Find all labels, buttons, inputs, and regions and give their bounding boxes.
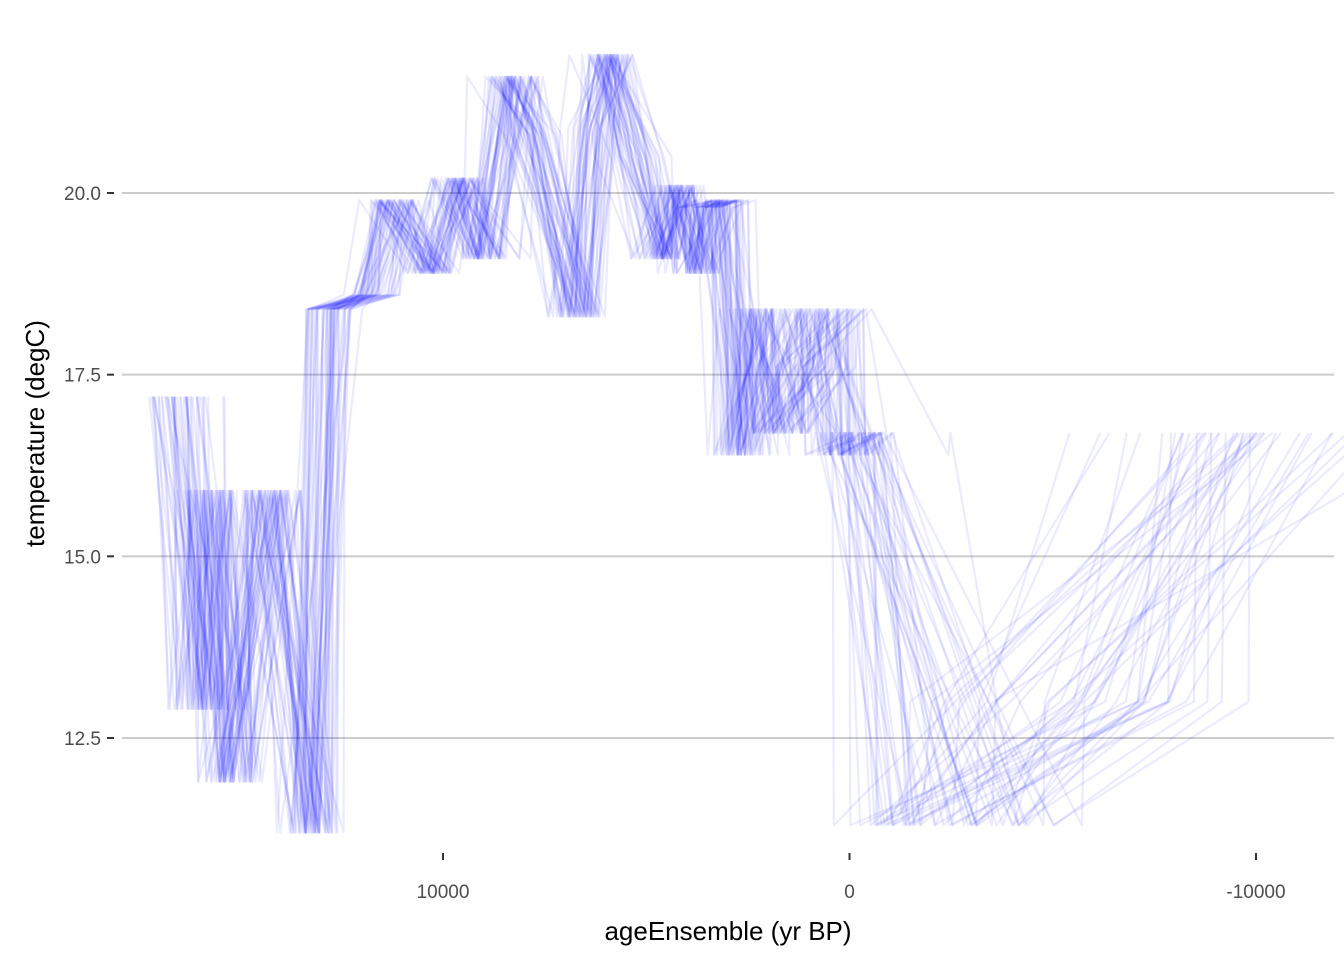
ensemble-series-line	[165, 53, 1213, 834]
x-axis-title: ageEnsemble (yr BP)	[604, 916, 851, 946]
x-tick-label: -10000	[1226, 882, 1285, 903]
ensemble-series-line	[166, 53, 1221, 834]
ensemble-series-line	[179, 53, 1344, 834]
ensemble-series-line	[151, 53, 1177, 834]
ensemble-lines	[148, 53, 1344, 834]
ensemble-series-line	[170, 53, 1128, 834]
ensemble-series-line	[173, 53, 1246, 834]
ensemble-series-line	[202, 53, 1235, 834]
ensemble-series-line	[161, 53, 1254, 834]
ensemble-series-line	[223, 53, 1239, 834]
ensemble-series-line	[170, 53, 1335, 834]
ensemble-series-line	[186, 53, 1344, 834]
ensemble-series-line	[164, 53, 1221, 834]
ensemble-series-line	[173, 53, 1344, 834]
ensemble-series-line	[172, 53, 1204, 834]
ensemble-series-line	[170, 53, 1266, 834]
ensemble-series-line	[167, 53, 1310, 834]
y-axis-title: temperature (degC)	[20, 320, 50, 547]
ensemble-series-line	[178, 53, 1258, 834]
ensemble-series-line	[222, 53, 1251, 834]
ensemble-series-line	[182, 53, 1245, 834]
ensemble-series-line	[184, 53, 1274, 834]
ensemble-series-line	[153, 53, 1334, 834]
ensemble-series-line	[197, 53, 1249, 834]
ensemble-series-line	[160, 53, 1263, 834]
ensemble-series-line	[199, 53, 1301, 834]
ensemble-series-line	[184, 53, 1277, 834]
y-tick-label: 17.5	[64, 366, 101, 387]
ensemble-series-line	[172, 53, 1208, 834]
ensemble-series-line	[153, 53, 1184, 834]
ensemble-series-line	[196, 53, 1256, 834]
ensemble-series-line	[148, 53, 1071, 834]
ensemble-series-line	[186, 53, 1173, 834]
ensemble-series-line	[185, 53, 1164, 834]
ensemble-series-line	[190, 53, 1213, 834]
x-axis: 10000 0 -10000	[417, 853, 1286, 903]
y-tick-label: 15.0	[64, 547, 101, 568]
ensemble-series-line	[202, 53, 1142, 834]
ensemble-series-line	[176, 53, 1239, 834]
ensemble-series-line	[189, 53, 1282, 834]
ensemble-series-line	[157, 53, 1111, 834]
ensemble-series-line	[195, 53, 1198, 834]
ensemble-series-line	[151, 53, 1191, 834]
ensemble-series-line	[172, 53, 1265, 834]
ensemble-series-line	[207, 53, 1344, 834]
x-tick-label: 0	[844, 882, 855, 903]
ensemble-series-line	[153, 53, 1207, 834]
y-tick-label: 12.5	[64, 729, 101, 750]
y-tick-label: 20.0	[64, 184, 101, 205]
ensemble-series-line	[204, 53, 1243, 834]
ensemble-series-line	[185, 53, 1344, 834]
ensemble-series-line	[195, 53, 1183, 834]
ensemble-series-line	[164, 53, 1201, 834]
x-tick-label: 10000	[417, 882, 470, 903]
ensemble-series-line	[174, 53, 1227, 834]
ensemble-series-line	[151, 53, 1258, 834]
y-axis: 12.5 15.0 17.5 20.0	[64, 184, 114, 750]
ensemble-series-line	[191, 53, 1102, 834]
ensemble-series-line	[184, 53, 1185, 834]
ensemble-series-line	[157, 53, 1313, 834]
y-gridlines	[122, 192, 1334, 739]
